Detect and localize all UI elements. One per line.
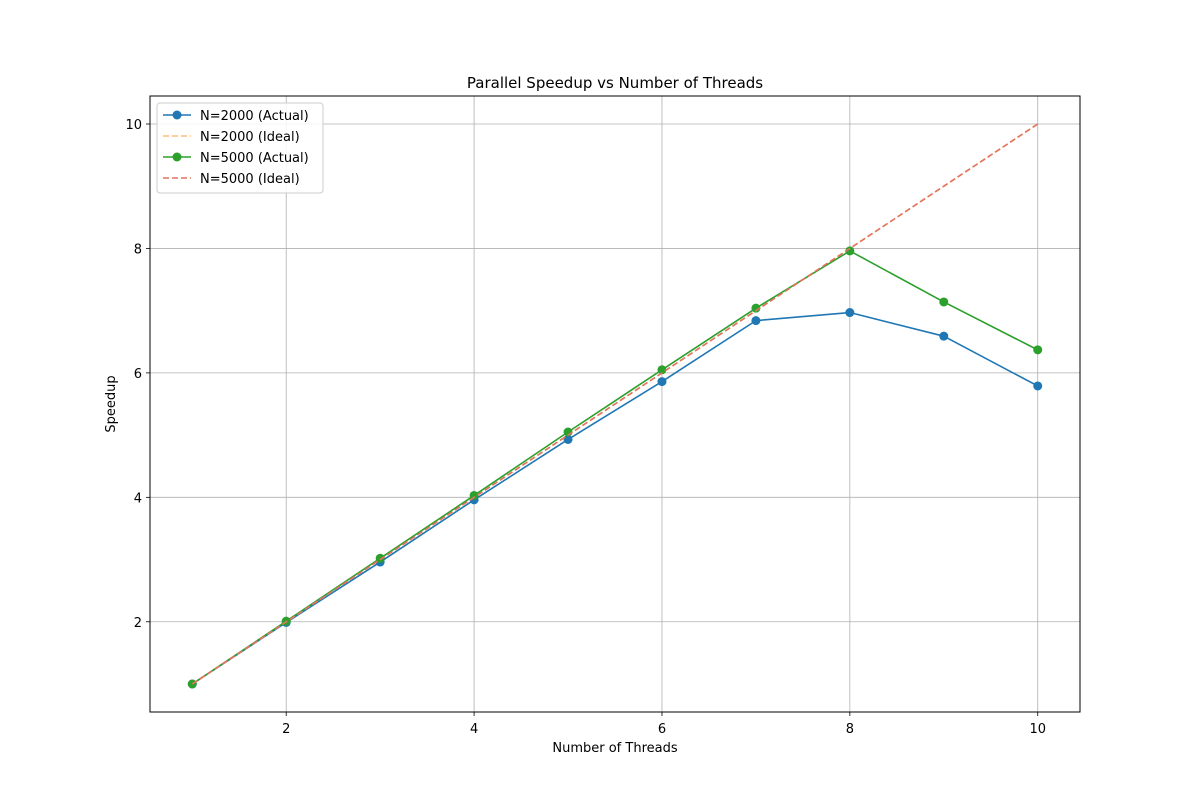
data-point <box>1033 345 1043 355</box>
plot-frame <box>149 95 1081 713</box>
legend-item: N=5000 (Ideal) <box>163 172 300 187</box>
data-point <box>469 490 479 500</box>
data-point <box>563 434 573 444</box>
y-tick-label: 10 <box>125 118 142 133</box>
legend-label: N=5000 (Ideal) <box>200 172 300 187</box>
legend-label: N=5000 (Actual) <box>200 151 309 166</box>
legend-item: N=2000 (Actual) <box>163 109 309 124</box>
legend-label: N=2000 (Actual) <box>200 109 309 124</box>
data-point <box>657 377 667 387</box>
y-axis: 2 4 6 8 10 <box>125 118 150 631</box>
chart-title: Parallel Speedup vs Number of Threads <box>467 74 763 92</box>
legend-box <box>156 102 324 194</box>
legend-label: N=2000 (Ideal) <box>200 130 300 145</box>
y-tick-label: 4 <box>134 491 142 506</box>
x-axis: 2 4 6 8 10 <box>282 712 1046 737</box>
legend-swatch-marker <box>172 110 182 120</box>
data-point <box>939 297 949 307</box>
y-axis-label: Speedup <box>104 375 119 432</box>
data-point <box>1033 381 1043 391</box>
data-point <box>845 308 855 318</box>
x-tick-label: 4 <box>470 722 478 737</box>
y-tick-label: 2 <box>134 616 142 631</box>
x-axis-label: Number of Threads <box>552 741 677 756</box>
legend-item: N=5000 (Actual) <box>163 151 309 166</box>
legend-item: N=2000 (Ideal) <box>163 130 300 145</box>
data-point <box>657 365 667 375</box>
data-point <box>845 246 855 256</box>
data-point <box>939 331 949 341</box>
grid <box>150 96 1080 712</box>
series-line <box>191 311 1039 685</box>
series-2 <box>187 246 1043 689</box>
series-line <box>191 123 1039 685</box>
x-tick-label: 8 <box>846 722 854 737</box>
x-tick-label: 2 <box>282 722 290 737</box>
x-tick-label: 6 <box>658 722 666 737</box>
legend: N=2000 (Actual) N=2000 (Ideal) N=5000 (Act… <box>156 102 324 194</box>
series-layer <box>187 123 1043 689</box>
data-point <box>751 316 761 326</box>
legend-swatch-marker <box>172 152 182 162</box>
y-tick-label: 8 <box>134 242 142 257</box>
series-line <box>191 250 1039 685</box>
data-point <box>751 303 761 313</box>
data-point <box>375 553 385 563</box>
x-tick-label: 10 <box>1029 722 1046 737</box>
series-3 <box>191 123 1039 685</box>
y-tick-label: 6 <box>134 367 142 382</box>
